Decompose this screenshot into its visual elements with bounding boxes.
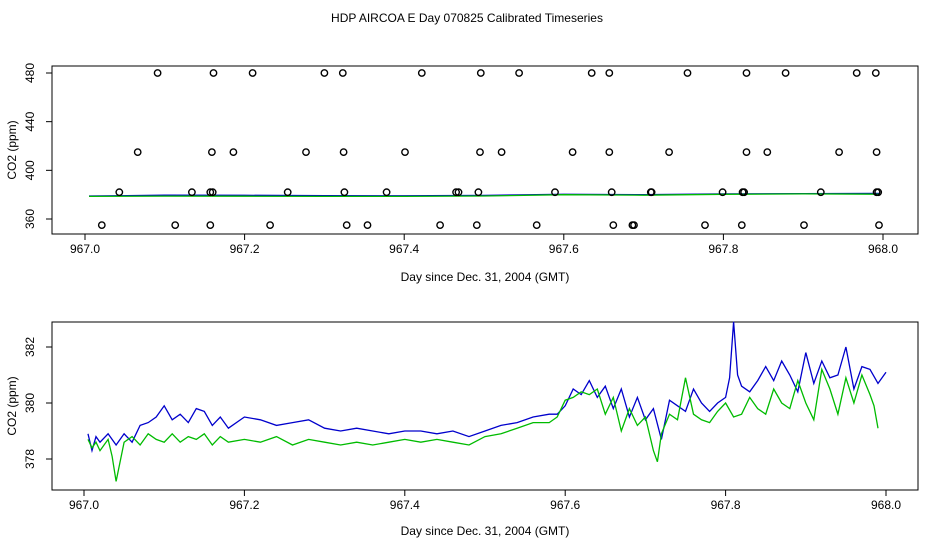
data-point bbox=[701, 221, 709, 230]
data-point bbox=[229, 148, 238, 157]
data-point bbox=[742, 148, 751, 157]
data-point bbox=[340, 188, 349, 197]
bottom-x-tick-label: 967.2 bbox=[229, 498, 259, 512]
bottom-x-tick-label: 967.8 bbox=[711, 498, 741, 512]
data-point bbox=[209, 69, 218, 77]
top-y-tick-label: 400 bbox=[23, 160, 37, 180]
data-point bbox=[454, 188, 463, 197]
data-point bbox=[647, 188, 656, 197]
data-point bbox=[207, 148, 216, 157]
data-point bbox=[630, 221, 638, 230]
data-point bbox=[781, 69, 790, 77]
bottom-y-tick-label: 382 bbox=[23, 337, 37, 357]
data-point bbox=[683, 69, 692, 77]
bottom-y-axis-label: CO2 (ppm) bbox=[5, 376, 19, 435]
data-point bbox=[737, 221, 746, 230]
data-point bbox=[476, 69, 485, 77]
data-point bbox=[532, 221, 541, 230]
data-point bbox=[871, 69, 880, 77]
top-x-tick-label: 967.0 bbox=[70, 242, 100, 256]
data-point bbox=[339, 148, 348, 157]
data-point bbox=[208, 188, 217, 197]
top-y-tick-label: 360 bbox=[23, 209, 37, 229]
data-point bbox=[266, 221, 274, 230]
data-point bbox=[153, 69, 162, 77]
top-y-axis-label: CO2 (ppm) bbox=[5, 120, 19, 179]
top-x-tick-label: 968.0 bbox=[868, 242, 898, 256]
bottom-plot-content: 967.0 967.2 967.4 967.6 967.8 968.0 378 380 382 bbox=[23, 321, 901, 512]
data-point bbox=[474, 188, 483, 197]
top-y-tick-label: 480 bbox=[23, 63, 37, 83]
data-point bbox=[436, 221, 444, 230]
data-point bbox=[382, 188, 391, 197]
top-y-tick-label: 440 bbox=[23, 111, 37, 131]
bottom-y-tick-label: 378 bbox=[23, 449, 37, 469]
data-point bbox=[551, 188, 559, 197]
data-point bbox=[816, 188, 825, 197]
data-point bbox=[97, 221, 106, 230]
data-point bbox=[852, 69, 861, 77]
data-point bbox=[363, 221, 372, 230]
top-x-tick-label: 967.6 bbox=[549, 242, 579, 256]
bottom-plot-frame bbox=[51, 321, 919, 491]
data-point bbox=[872, 148, 881, 157]
top-plot-content: 967.0 967.2 967.4 967.6 967.8 968.0 360 400 440 4… bbox=[23, 63, 898, 256]
top-x-tick-label: 967.4 bbox=[389, 242, 419, 256]
data-point bbox=[320, 69, 329, 77]
data-point bbox=[417, 69, 426, 77]
data-point bbox=[187, 188, 196, 197]
data-point bbox=[401, 148, 409, 157]
data-point bbox=[740, 188, 748, 197]
data-point bbox=[115, 188, 124, 197]
top-x-tick-label: 967.8 bbox=[708, 242, 738, 256]
data-point bbox=[835, 148, 843, 157]
data-point bbox=[587, 69, 596, 77]
data-point bbox=[248, 69, 257, 77]
data-point bbox=[338, 69, 347, 77]
top-series-line-green bbox=[88, 193, 880, 198]
top-x-axis-label: Day since Dec. 31, 2004 (GMT) bbox=[401, 270, 570, 284]
bottom-x-tick-label: 967.6 bbox=[550, 498, 580, 512]
data-point bbox=[718, 188, 727, 197]
bottom-series-line-green bbox=[87, 367, 879, 482]
chart-title: HDP AIRCOA E Day 070825 Calibrated Times… bbox=[331, 11, 603, 25]
data-point bbox=[171, 221, 180, 230]
data-point bbox=[452, 188, 460, 197]
data-point bbox=[742, 69, 751, 77]
data-point bbox=[497, 148, 506, 157]
bottom-panel: 967.0 967.2 967.4 967.6 967.8 968.0378380382 … bbox=[5, 321, 919, 538]
data-point bbox=[302, 148, 310, 157]
data-point bbox=[607, 188, 616, 197]
data-point bbox=[665, 148, 673, 157]
data-point bbox=[283, 188, 292, 197]
data-point bbox=[763, 148, 772, 157]
bottom-series-line-blue bbox=[87, 321, 887, 454]
bottom-x-axis-label: Day since Dec. 31, 2004 (GMT) bbox=[401, 524, 570, 538]
data-point bbox=[515, 69, 523, 77]
data-point bbox=[605, 148, 614, 157]
data-point bbox=[133, 148, 142, 157]
data-point bbox=[342, 221, 351, 230]
data-point bbox=[800, 221, 808, 230]
bottom-x-tick-label: 967.0 bbox=[69, 498, 99, 512]
data-point bbox=[476, 148, 484, 157]
bottom-x-tick-label: 968.0 bbox=[871, 498, 901, 512]
data-point bbox=[875, 221, 883, 230]
bottom-x-tick-label: 967.4 bbox=[390, 498, 420, 512]
data-point bbox=[568, 148, 577, 157]
data-point bbox=[605, 69, 614, 77]
data-point bbox=[609, 221, 618, 230]
data-point bbox=[206, 221, 215, 230]
bottom-y-tick-label: 380 bbox=[23, 393, 37, 413]
top-plot-frame bbox=[51, 65, 919, 235]
data-point bbox=[472, 221, 481, 230]
top-panel: 967.0 967.2 967.4 967.6 967.8 968.0 360 400 440 4… bbox=[5, 63, 919, 284]
data-point bbox=[874, 188, 883, 197]
data-point bbox=[206, 188, 215, 197]
top-x-tick-label: 967.2 bbox=[230, 242, 260, 256]
